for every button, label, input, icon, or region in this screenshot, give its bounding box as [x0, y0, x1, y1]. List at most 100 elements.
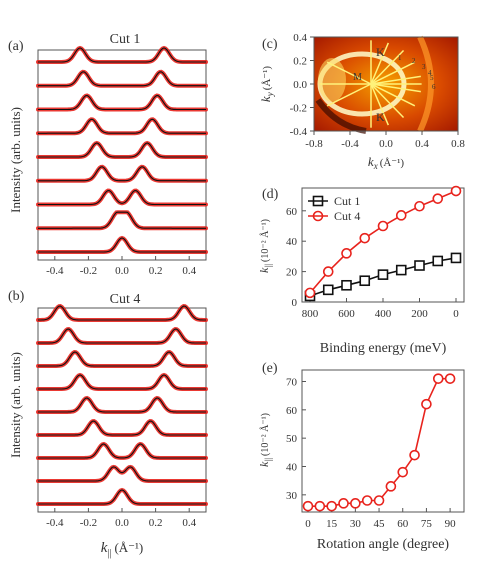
c-ytick-label-3: -0.2: [290, 103, 307, 115]
d-cut4-point-8: [450, 185, 462, 197]
heatmap-pocket-left: [318, 58, 346, 102]
mdc-fit-9: [36, 235, 208, 254]
panel-e-xlabel: Rotation angle (degree): [317, 537, 450, 552]
xtick-label-2: 0.0: [115, 517, 129, 529]
d-ytick-label-3: 60: [286, 206, 298, 218]
c-xtick-label-1: -0.4: [341, 138, 359, 150]
d-ytick-label-1: 20: [286, 267, 298, 279]
d-cut1-point-7: [432, 255, 444, 267]
panel-d: (d) 800 600 400 200 0 0 20 40 60 Cut 1 Cut 4 k||…: [257, 185, 465, 356]
d-cut4-point-7: [432, 193, 444, 204]
panel-d-series: [304, 185, 462, 302]
cut-ray-4: [370, 61, 416, 85]
cut-ray-9: [370, 83, 405, 118]
d-cut1-point-6: [414, 260, 425, 271]
mdc-curve-5: [38, 397, 206, 413]
xtick-label-3: 0.2: [149, 517, 163, 529]
panel-b-title: Cut 4: [110, 292, 141, 307]
c-xtick-label-0: -0.8: [305, 138, 323, 150]
c-ytick-label-0: 0.4: [293, 32, 307, 44]
panel-e-ylabel-sub: ||: [263, 458, 273, 462]
xtick-label-4: 0.4: [182, 265, 196, 277]
mdc-fit-8: [36, 210, 208, 231]
cut-number-4: 4: [428, 69, 432, 77]
panel-c-xlabel: kx (Å⁻¹): [368, 154, 404, 171]
e-point-1: [314, 500, 326, 512]
e-point-10: [421, 398, 432, 410]
panel-a-label: (a): [8, 39, 24, 54]
d-cut4-point-1: [322, 266, 334, 277]
e-point-0: [302, 500, 314, 512]
panel-a-curves: [36, 45, 208, 254]
panel-d-xlabel: Binding energy (meV): [320, 341, 447, 356]
panel-b-xlabel-unit: (Å⁻¹): [114, 540, 143, 555]
panel-c-xlabel-unit: (Å⁻¹): [380, 157, 405, 169]
xtick-label-1: -0.2: [80, 265, 97, 277]
panel-b-xlabel-main: k: [101, 540, 108, 556]
e-xtick-label-3: 45: [374, 518, 386, 530]
e-series-line: [308, 377, 451, 507]
panel-e-label: (e): [262, 361, 278, 376]
cut-number-2: 2: [412, 57, 416, 65]
e-ytick-label-2: 50: [286, 433, 298, 445]
mdc-curve-8: [38, 211, 206, 229]
panel-c-xlabel-main: k: [368, 154, 374, 169]
e-point-6: [373, 495, 385, 506]
mdc-curve-9: [38, 237, 206, 253]
cut-ray-13: [326, 83, 372, 107]
heatmap-band-left: [315, 98, 367, 134]
legend-cut1-label: Cut 1: [334, 194, 360, 208]
mdc-fit-5: [36, 395, 208, 414]
panel-b-xlabel: k|| (Å⁻¹): [101, 540, 144, 559]
d-cut1-point-8: [450, 252, 462, 264]
mdc-curve-1: [38, 47, 206, 63]
d-cut4-point-4: [377, 220, 389, 232]
legend-cut4-marker: [312, 210, 324, 222]
e-xtick-label-5: 75: [421, 518, 433, 530]
cut-ray-8: [370, 83, 416, 107]
d-ytick-label-0: 0: [292, 297, 298, 309]
e-point-8: [397, 466, 409, 478]
panel-e-ylabel: k|| (10⁻² Å⁻¹): [257, 413, 273, 467]
c-ytick-label-1: 0.2: [293, 56, 307, 68]
e-point-12: [444, 373, 456, 384]
panel-d-ylabel-unit: (10⁻² Å⁻¹): [259, 219, 271, 262]
d-xtick-label-4: 0: [453, 308, 459, 320]
d-cut4-point-6: [414, 200, 425, 212]
panel-e-series: [302, 373, 456, 512]
d-ytick-label-2: 40: [286, 236, 298, 248]
cut-number-3: 3: [422, 63, 426, 71]
e-ytick-label-0: 30: [286, 490, 298, 502]
xtick-label-2: 0.0: [115, 265, 129, 277]
panel-d-ylabel-sub: ||: [263, 264, 273, 268]
mdc-curve-2: [38, 328, 206, 344]
xtick-label-3: 0.2: [149, 265, 163, 277]
cut-number-5: 5: [430, 74, 434, 82]
mdc-fit-2: [36, 327, 208, 345]
d-cut1-point-3: [359, 275, 371, 287]
e-point-9: [409, 449, 420, 461]
d-xtick-label-1: 600: [338, 308, 355, 320]
c-ytick-label-4: -0.4: [290, 126, 308, 138]
panel-c-label: (c): [262, 37, 278, 52]
cut-number-6: 6: [432, 83, 436, 91]
mdc-curve-6: [38, 420, 206, 436]
panel-c-ticks: -0.8 -0.4 0.0 0.4 0.80.40.20.0-0.2-0.4: [290, 32, 466, 150]
d-xtick-label-3: 200: [411, 308, 428, 320]
panel-c-ylabel-unit: (Å⁻¹): [261, 66, 273, 91]
cut-ray-7: [370, 83, 421, 93]
c-ytick-label-2: 0.0: [293, 79, 307, 91]
mdc-curve-9: [38, 489, 206, 505]
c-xtick-label-3: 0.4: [415, 138, 429, 150]
panel-c-ylabel-main: k: [258, 96, 273, 102]
panel-e: (e) 0 15 30 45 60 75 90 30 40 50 60 70 k|| (10⁻² Å⁻¹…: [257, 361, 465, 552]
e-xtick-label-4: 60: [397, 518, 409, 530]
d-cut1-point-2: [341, 279, 352, 291]
mdc-fit-7: [36, 441, 208, 460]
mdc-curve-7: [38, 190, 206, 206]
e-xtick-label-1: 15: [326, 518, 338, 530]
mdc-fit-3: [36, 350, 208, 368]
cut-ray-5: [370, 75, 421, 85]
d-cut1-point-5: [395, 264, 407, 276]
